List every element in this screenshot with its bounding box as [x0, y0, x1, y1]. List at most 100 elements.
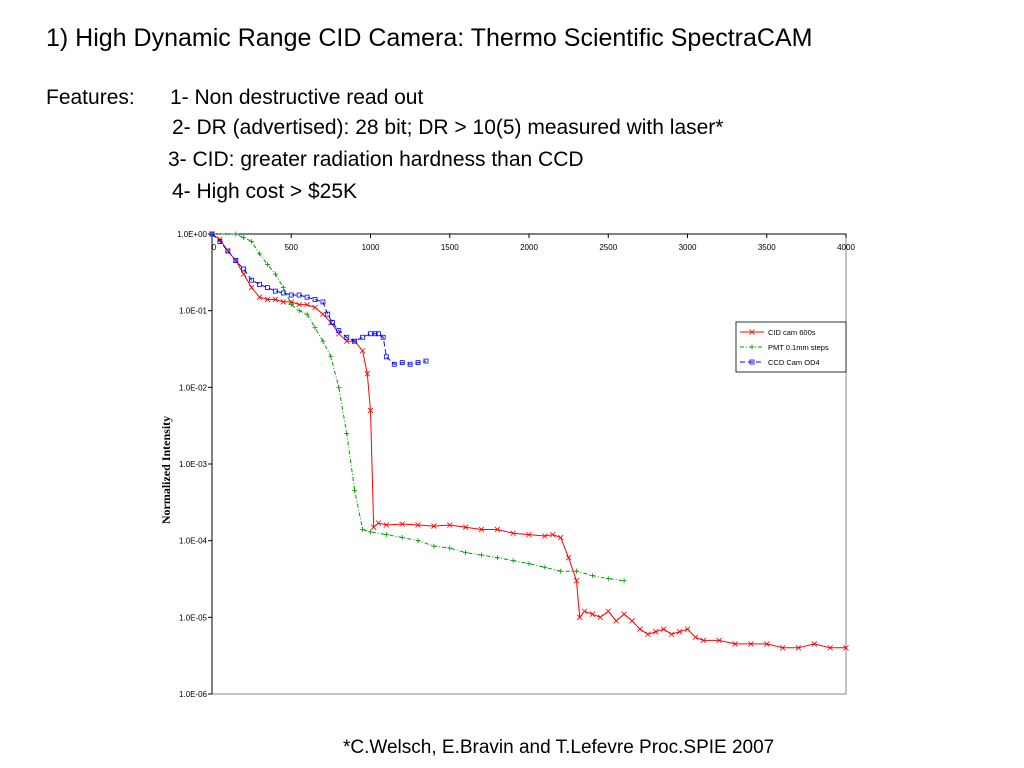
x-tick-label: 0: [212, 243, 217, 252]
data-point: [716, 637, 722, 644]
data-point-stroke: [573, 577, 580, 584]
data-point: [827, 645, 833, 651]
data-point-stroke: [565, 554, 572, 561]
intensity-chart: 0 500 1000 1500 2000 2500 3000 3500 4000 1.0E+00 1…: [158, 226, 858, 700]
data-point: [574, 568, 580, 574]
series-line: [212, 233, 625, 582]
data-point: [749, 359, 755, 365]
data-point: [463, 550, 469, 556]
data-point-stroke: [684, 626, 691, 632]
data-point-stroke: [431, 523, 437, 529]
data-point: [330, 320, 335, 325]
data-point: [364, 371, 371, 377]
data-point-stroke: [843, 645, 849, 651]
data-point: [370, 524, 377, 530]
data-point-stroke: [576, 614, 583, 621]
data-point: [265, 285, 270, 290]
data-point-stroke: [399, 521, 405, 527]
data-point: [280, 290, 286, 296]
feature-item-4: 4- High cost > $25K: [172, 180, 358, 203]
feature-item-3: 3- CID: greater radiation hardness than …: [168, 148, 584, 171]
data-point: [645, 631, 651, 638]
data-point: [288, 302, 294, 308]
data-point: [700, 637, 707, 644]
data-point-stroke: [248, 284, 255, 291]
data-point: [249, 238, 255, 244]
data-point: [605, 576, 611, 582]
slide-title: 1) High Dynamic Range CID Camera: Thermo…: [46, 24, 813, 52]
citation: *C.Welsch, E.Bravin and T.Lefevre Proc.S…: [343, 737, 775, 758]
data-point: [376, 331, 381, 337]
data-point: [811, 641, 818, 647]
data-point: [233, 231, 239, 237]
data-point: [576, 614, 583, 621]
data-point-stroke: [296, 301, 302, 308]
data-point: [549, 531, 556, 538]
data-point: [368, 529, 373, 535]
data-point: [415, 538, 421, 544]
data-point-stroke: [748, 641, 754, 647]
data-point: [360, 526, 366, 532]
data-point: [288, 292, 294, 298]
data-point-stroke: [795, 645, 802, 651]
data-point: [621, 611, 627, 617]
data-point: [795, 645, 802, 651]
data-point: [367, 407, 374, 414]
series-line: [211, 233, 427, 365]
data-point: [748, 641, 754, 647]
data-point: [399, 521, 405, 527]
data-point: [272, 271, 278, 277]
data-point: [510, 558, 516, 564]
data-point: [542, 564, 548, 570]
legend-label: CID cam 600s: [768, 328, 816, 337]
data-point: [684, 626, 691, 632]
data-point: [558, 568, 564, 574]
data-point: [779, 645, 786, 651]
data-point: [336, 384, 342, 390]
x-tick-label: 4000: [837, 243, 855, 252]
data-point: [320, 338, 326, 344]
data-point: [660, 626, 667, 632]
legend-item: PMT 0.1mm steps: [740, 343, 829, 352]
feature-item-2: 2- DR (advertised): 28 bit; DR > 10(5) m…: [172, 116, 724, 139]
data-point: [462, 524, 469, 530]
data-point: [217, 239, 223, 244]
data-point: [375, 520, 382, 526]
data-point: [383, 522, 390, 528]
y-tick-label: 1.0E-03: [179, 460, 208, 469]
data-point: [304, 301, 310, 308]
legend-label: CCD Cam OD4: [768, 358, 820, 367]
series-1: [209, 231, 849, 651]
series-3: [209, 231, 429, 367]
data-point: [399, 534, 405, 540]
data-point: [312, 325, 318, 331]
x-tick-label: 500: [285, 243, 299, 252]
data-point: [415, 360, 421, 366]
data-point: [249, 277, 255, 283]
data-point: [336, 328, 342, 333]
data-point-stroke: [478, 526, 485, 533]
x-tick-label: 2500: [599, 243, 617, 252]
data-point: [431, 523, 437, 529]
y-tick-label: 1.0E-01: [179, 307, 208, 316]
data-point: [360, 334, 365, 340]
data-point: [296, 301, 302, 308]
x-tick-label: 3000: [679, 243, 697, 252]
data-point: [668, 631, 675, 638]
data-point: [256, 294, 263, 300]
data-point: [325, 311, 331, 317]
data-point: [257, 282, 262, 287]
data-point: [328, 354, 334, 360]
data-point: [415, 522, 421, 528]
data-point: [359, 347, 366, 354]
data-point-stroke: [676, 628, 683, 635]
data-point-stroke: [827, 645, 833, 651]
data-point-stroke: [613, 618, 619, 624]
data-point: [749, 344, 755, 350]
data-point-stroke: [653, 628, 659, 635]
data-point: [368, 331, 373, 337]
y-tick-label: 1.0E-06: [179, 690, 208, 699]
data-point-stroke: [716, 637, 722, 644]
data-point-stroke: [732, 641, 738, 647]
data-point-stroke: [589, 611, 596, 617]
